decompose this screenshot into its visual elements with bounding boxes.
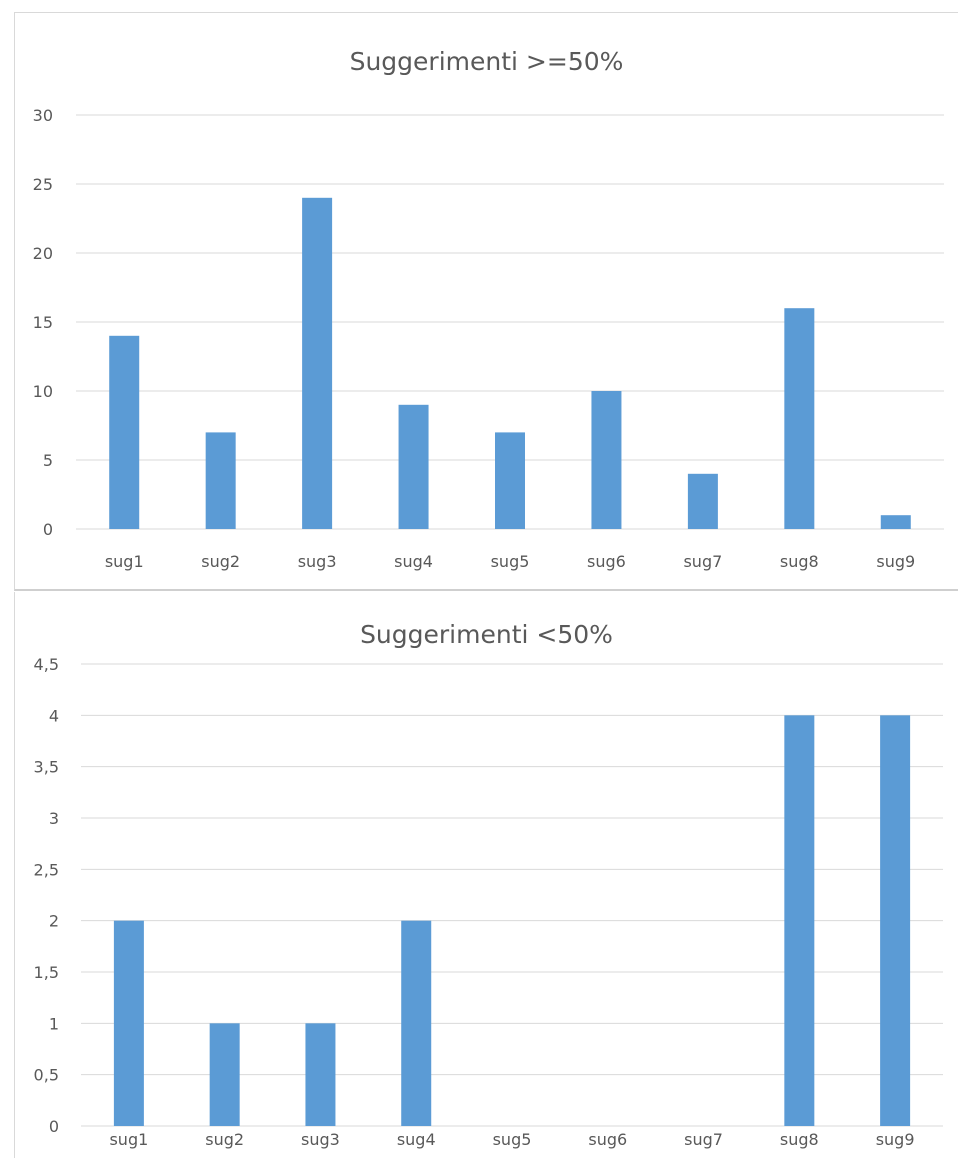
chart-plot-bottom: 0 0,5 1 1,5 2 2,5 3 3,5 4 4,5 sug1 sug2 sug3 sug4 sug5… [34,655,943,1149]
bar-sug1 [113,920,144,1126]
y-tick-label: 1,5 [34,963,59,982]
chart-panel-top: Suggerimenti >=50% 0 5 10 15 20 25 30 sug1 sug2 s… [14,12,958,591]
x-tick-label: sug6 [587,552,626,571]
chart-panel-bottom: Suggerimenti <50% 0 0,5 1 1,5 2 2,5 3 3,5 4 4,5 su… [14,592,958,1158]
y-tick-label: 3 [49,809,59,828]
bar-sug6 [591,391,622,529]
y-tick-label: 1 [49,1014,59,1033]
x-tick-label: sug1 [105,552,144,571]
y-tick-label: 10 [33,382,53,401]
x-tick-label: sug5 [493,1130,532,1149]
bar-sug8 [784,715,815,1126]
x-tick-label: sug9 [876,552,915,571]
bar-sug3 [302,197,333,530]
bar-sug9 [880,715,911,1126]
x-tick-label: sug7 [683,552,722,571]
y-tick-label: 15 [33,313,53,332]
x-tick-label: sug5 [491,552,530,571]
bar-sug4 [398,404,429,529]
y-tick-label: 0 [43,520,53,539]
bar-sug7 [687,473,718,529]
x-tick-label: sug7 [684,1130,723,1149]
bar-sug2 [205,432,236,529]
bar-sug4 [401,920,432,1126]
y-tick-label: 20 [33,244,53,263]
y-tick-label: 2,5 [34,860,59,879]
x-tick-label: sug8 [780,1130,819,1149]
x-tick-label: sug4 [397,1130,436,1149]
y-tick-label: 5 [43,451,53,470]
x-tick-label: sug1 [109,1130,148,1149]
chart-plot-top: 0 5 10 15 20 25 30 sug1 sug2 sug3 sug4 sug5 sug6 sug7… [33,106,944,571]
chart-title: Suggerimenti <50% [360,620,613,649]
x-tick-label: sug4 [394,552,433,571]
x-tick-label: sug2 [205,1130,244,1149]
bar-sug2 [209,1023,240,1126]
y-tick-label: 0,5 [34,1066,59,1085]
y-tick-label: 0 [49,1117,59,1136]
y-tick-label: 3,5 [34,758,59,777]
y-tick-label: 30 [33,106,53,125]
bar-sug5 [495,432,525,529]
bar-sug8 [784,308,815,529]
x-tick-label: sug2 [201,552,240,571]
x-tick-label: sug8 [780,552,819,571]
y-tick-label: 25 [33,175,53,194]
x-tick-label: sug3 [298,552,337,571]
chart-title: Suggerimenti >=50% [349,47,624,76]
y-tick-label: 4 [49,706,59,725]
bar-sug1 [109,335,140,529]
bar-sug3 [305,1023,336,1126]
x-tick-label: sug6 [588,1130,627,1149]
y-tick-label: 4,5 [34,655,59,674]
x-tick-label: sug3 [301,1130,340,1149]
x-tick-label: sug9 [876,1130,915,1149]
bar-sug9 [880,515,911,529]
y-tick-label: 2 [49,912,59,931]
